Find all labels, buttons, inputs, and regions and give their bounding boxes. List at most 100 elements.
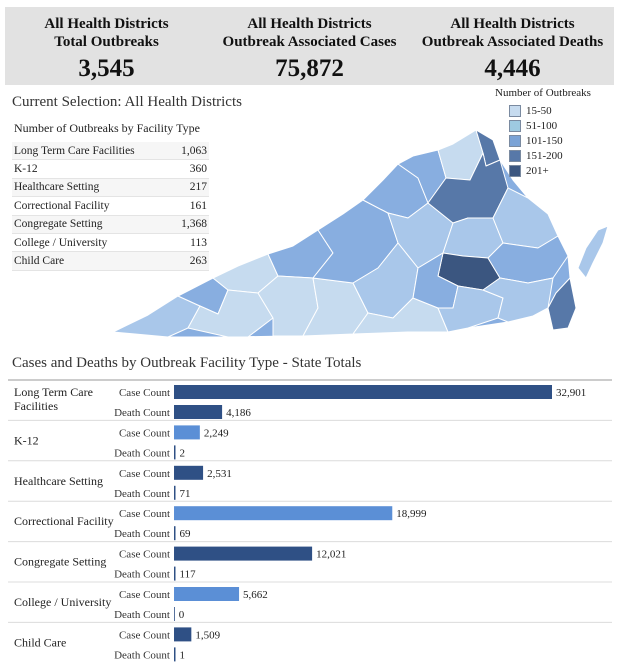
kpi-header: All Health Districts Total Outbreaks 3,5… [5,7,614,85]
legend-swatch [509,164,521,177]
selection-title: Current Selection: All Health Districts [12,94,242,110]
table-row: K-12 360 [12,159,209,179]
table-row: Child Care 263 [12,251,209,271]
legend-item[interactable]: 151-200 [509,148,591,163]
kpi-value: 3,545 [78,55,135,82]
facility-name: Congregate Setting [12,215,171,234]
death-count-value: 117 [180,569,197,581]
facility-count: 113 [170,233,209,253]
category-label-line: Facilities [14,399,58,413]
series-label: Case Count [119,468,170,480]
category-label-line: Long Term Care [14,385,93,399]
series-label: Case Count [119,387,170,399]
facility-name: Long Term Care Facilities [12,142,171,161]
legend-swatch [509,119,521,132]
category-label: Correctional Facility [14,514,114,528]
chart-title: Cases and Deaths by Outbreak Facility Ty… [12,355,362,371]
case-count-bar [174,506,393,521]
map-district[interactable] [577,225,609,279]
category-label: Healthcare Setting [14,474,103,488]
facility-outbreak-table: Long Term Care Facilities 1,063 K-12 360 H… [12,142,209,271]
death-count-value: 69 [180,528,192,540]
facility-count: 161 [170,196,209,216]
case-count-value: 1,509 [195,629,220,641]
kpi-associated-cases: All Health Districts Outbreak Associated… [208,7,411,85]
legend-swatch [509,104,521,117]
category-label: Long Term Care Facilities [14,385,93,413]
legend-swatch [509,134,521,147]
series-label: Death Count [114,488,170,500]
death-count-bar [174,445,176,460]
case-count-bar [174,465,204,480]
series-label: Death Count [114,649,170,661]
facility-table-title: Number of Outbreaks by Facility Type [14,121,200,135]
category-label: College / University [14,595,111,609]
death-count-bar [174,405,223,419]
series-label: Death Count [114,447,170,459]
death-count-value: 0 [179,609,185,621]
case-count-bar [174,587,240,601]
legend-item[interactable]: 201+ [509,163,591,178]
table-row: Correctional Facility 161 [12,196,209,216]
case-count-value: 5,662 [243,589,268,601]
legend-item[interactable]: 101-150 [509,133,591,148]
series-label: Death Count [114,569,170,581]
legend-swatch [509,149,521,162]
facility-name: Child Care [12,251,171,271]
map-district[interactable] [547,277,577,331]
series-label: Case Count [119,508,170,520]
kpi-value: 4,446 [484,55,541,82]
table-row: Congregate Setting 1,368 [12,215,209,234]
kpi-value: 75,872 [275,55,344,82]
death-count-bar [174,566,176,581]
table-row: Long Term Care Facilities 1,063 [12,142,209,161]
case-count-bar [174,627,192,642]
kpi-label: All Health Districts Total Outbreaks [44,16,169,50]
case-count-bar [174,546,313,561]
facility-name: Correctional Facility [12,196,171,216]
series-label: Death Count [114,407,170,419]
table-row: College / University 113 [12,233,209,253]
case-count-bar [174,425,200,440]
category-label: Child Care [14,635,66,649]
facility-count: 1,063 [170,142,209,161]
series-label: Case Count [119,427,170,439]
map-district[interactable] [482,277,554,323]
death-count-value: 1 [180,649,186,661]
facility-name: College / University [12,233,171,253]
series-label: Death Count [114,609,170,621]
case-count-bar [174,385,552,399]
case-count-value: 2,531 [207,468,232,480]
death-count-bar [174,607,175,621]
series-label: Case Count [119,629,170,641]
death-count-value: 4,186 [226,407,251,419]
death-count-bar [174,647,176,662]
facility-count: 1,368 [170,215,209,234]
facility-count: 217 [170,178,209,198]
legend-item[interactable]: 15-50 [509,103,591,118]
death-count-value: 2 [180,447,186,459]
series-label: Case Count [119,549,170,561]
case-count-value: 2,249 [204,427,229,439]
table-row: Healthcare Setting 217 [12,178,209,198]
category-label: Congregate Setting [14,555,106,569]
facility-count: 263 [170,251,209,271]
death-count-bar [174,485,176,500]
series-label: Case Count [119,589,170,601]
case-count-value: 32,901 [556,387,586,399]
facility-name: K-12 [12,159,171,179]
kpi-label: All Health Districts Outbreak Associated… [222,16,397,50]
facility-count: 360 [170,159,209,179]
cases-deaths-bar-chart: Long Term Care Facilities Case Count 32,901… [8,379,612,662]
map-legend: Number of Outbreaks 15-50 51-100 101-150… [495,87,591,178]
case-count-value: 18,999 [396,508,427,520]
facility-name: Healthcare Setting [12,178,171,198]
legend-item[interactable]: 51-100 [509,118,591,133]
map-district[interactable] [187,289,274,338]
kpi-label: All Health Districts Outbreak Associated… [421,16,604,50]
virginia-district-map[interactable] [108,118,613,340]
legend-title: Number of Outbreaks [495,87,591,99]
case-count-value: 12,021 [316,549,346,561]
series-label: Death Count [114,528,170,540]
death-count-bar [174,526,176,541]
